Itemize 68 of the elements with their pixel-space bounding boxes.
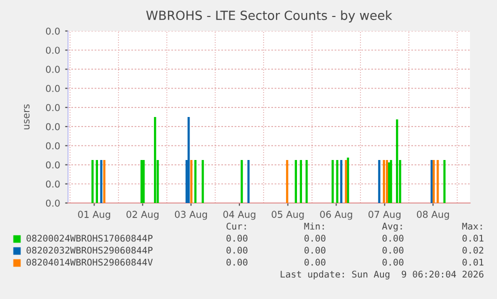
text: 0.00 bbox=[304, 234, 326, 242]
y-tick-label: 0.0 bbox=[46, 161, 60, 168]
y-tick-label: 0.0 bbox=[46, 104, 60, 112]
y-tick-label: 0.0 bbox=[46, 200, 60, 207]
x-tick-label: 06 Aug bbox=[320, 210, 352, 220]
x-tick-label: 01 Aug bbox=[78, 210, 110, 220]
bar bbox=[332, 160, 334, 203]
bar bbox=[336, 160, 338, 203]
y-tick-label: 0.0 bbox=[46, 84, 60, 92]
bar bbox=[378, 160, 380, 203]
bar bbox=[300, 160, 302, 203]
chart-title: WBROHS - LTE Sector Counts - by week bbox=[146, 10, 392, 22]
bar bbox=[188, 117, 190, 203]
text: Min: bbox=[304, 222, 324, 230]
bar bbox=[344, 160, 348, 203]
bar bbox=[390, 160, 392, 203]
y-tick-label: 0.0 bbox=[46, 28, 60, 35]
y-tick-label: 0.0 bbox=[46, 46, 60, 54]
y-tick-label: 0.0 bbox=[46, 123, 60, 130]
text: 0.00 bbox=[226, 258, 248, 266]
y-tick-label: 0.0 bbox=[46, 142, 60, 150]
text: Last update: Sun Aug 9 06:20:04 2026 bbox=[280, 270, 484, 280]
bar bbox=[140, 160, 143, 203]
bar bbox=[306, 160, 308, 203]
x-tick-label: 07 Aug bbox=[368, 210, 400, 220]
bar bbox=[396, 119, 398, 203]
bar bbox=[240, 160, 243, 203]
bar bbox=[154, 117, 156, 203]
text: 0.00 bbox=[382, 246, 404, 254]
bar bbox=[103, 160, 106, 203]
y-tick-label: 0.0 bbox=[46, 66, 60, 73]
bar bbox=[247, 160, 250, 203]
text: 0.00 bbox=[226, 234, 248, 242]
text: 0.02 bbox=[462, 246, 484, 254]
bar bbox=[286, 160, 288, 203]
text: 0.00 bbox=[382, 258, 404, 266]
x-tick-label: 02 Aug bbox=[126, 210, 158, 220]
text: 0.00 bbox=[304, 258, 326, 266]
legend-label: 08200024WBROHS17060844P bbox=[26, 234, 153, 242]
text: 0.00 bbox=[226, 246, 248, 254]
bar bbox=[294, 160, 297, 203]
bar bbox=[346, 158, 350, 203]
x-tick-label: 04 Aug bbox=[223, 210, 256, 220]
bar bbox=[91, 160, 94, 203]
bar bbox=[142, 160, 145, 203]
bar bbox=[340, 160, 342, 203]
text: 0.00 bbox=[382, 234, 404, 242]
bar bbox=[100, 160, 102, 203]
bar bbox=[443, 160, 446, 203]
legend-label: 08202032WBROHS29060844P bbox=[26, 246, 153, 254]
bar bbox=[202, 160, 204, 203]
text: 0.00 bbox=[304, 246, 326, 254]
x-tick-label: 08 Aug bbox=[416, 210, 449, 220]
y-axis-title: users bbox=[24, 104, 30, 130]
x-tick-label: 05 Aug bbox=[272, 210, 304, 220]
bar bbox=[190, 160, 192, 203]
y-tick-label: 0.0 bbox=[46, 180, 60, 188]
bar bbox=[436, 160, 439, 203]
text: 0.01 bbox=[462, 258, 484, 266]
bar bbox=[382, 160, 386, 203]
text: 0.01 bbox=[462, 234, 484, 242]
text: Avg: bbox=[382, 222, 402, 232]
bar bbox=[194, 160, 196, 203]
text: Max: bbox=[462, 222, 482, 230]
x-tick-label: 03 Aug bbox=[174, 210, 207, 220]
legend-label: 08204014WBROHS29060844V bbox=[26, 258, 153, 266]
text: Cur: bbox=[226, 222, 246, 230]
bar bbox=[96, 160, 98, 203]
